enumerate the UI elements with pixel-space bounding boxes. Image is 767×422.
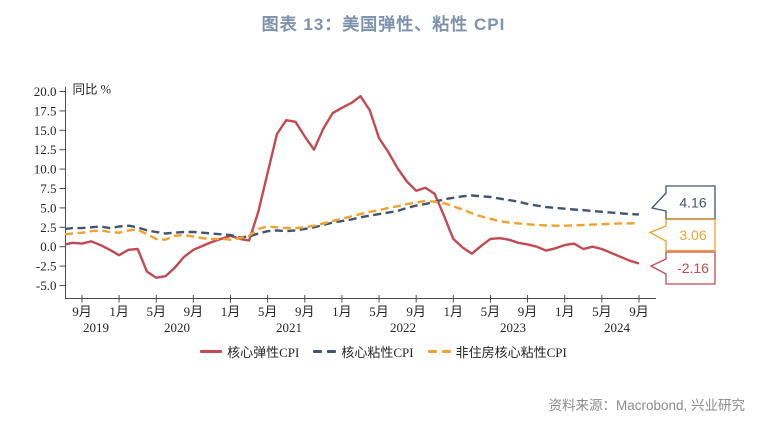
y-tick-label: 5.0	[40, 200, 56, 215]
x-tick-label: 9月	[72, 304, 92, 319]
x-tick-label: 5月	[369, 304, 389, 319]
end-value-callout	[649, 251, 716, 285]
x-tick-label: 5月	[592, 304, 612, 319]
x-tick-label: 9月	[295, 304, 315, 319]
y-tick-label: -2.5	[36, 259, 57, 274]
x-tick-label: 1月	[444, 304, 464, 319]
x-tick-label: 9月	[406, 304, 426, 319]
page-title: 图表 13：美国弹性、粘性 CPI	[261, 15, 506, 34]
x-tick-label: 5月	[481, 304, 501, 319]
x-tick-label: 9月	[518, 304, 538, 319]
x-year-label: 2021	[276, 320, 302, 335]
x-tick-label: 1月	[221, 304, 241, 319]
x-tick-label: 5月	[258, 304, 278, 319]
y-axis-unit-label: 同比 %	[73, 83, 112, 97]
series-line-非住房核心粘性CPI	[64, 199, 640, 241]
x-year-label: 2020	[164, 320, 190, 335]
dashed-line-swatch	[313, 350, 337, 353]
legend-label: 核心弹性CPI	[227, 345, 300, 360]
legend-item-核心弹性CPI: 核心弹性CPI	[200, 342, 299, 361]
cpi-line-chart: 20.0 17.5 15.0 12.5 10.0 7.5 5.0 2.5 0.0 -2.5 -5.0…	[34, 83, 716, 335]
series-line-核心弹性CPI	[64, 94, 640, 279]
end-value-label: 3.06	[679, 227, 706, 243]
series-line-核心粘性CPI	[64, 194, 640, 239]
y-tick-label: 7.5	[40, 181, 56, 196]
x-tick-label: 9月	[184, 304, 204, 319]
x-tick-label: 9月	[629, 304, 649, 319]
x-tick-label: 1月	[332, 304, 352, 319]
legend-label: 非住房核心粘性CPI	[455, 345, 567, 360]
y-tick-label: 12.5	[34, 142, 57, 157]
y-tick-label: 15.0	[34, 123, 57, 138]
chart-legend: 核心弹性CPI 核心粘性CPI 非住房核心粘性CPI	[0, 342, 767, 361]
y-tick-label: 0.0	[40, 239, 56, 254]
solid-line-swatch	[200, 350, 223, 353]
source-note: 资料来源：Macrobond, 兴业研究	[548, 398, 745, 413]
legend-item-核心粘性CPI: 核心粘性CPI	[313, 342, 414, 361]
x-year-label: 2024	[604, 320, 631, 335]
end-value-label: -2.16	[677, 260, 709, 276]
x-tick-label: 1月	[109, 304, 129, 319]
x-tick-label: 5月	[146, 304, 166, 319]
end-value-label: 4.16	[679, 195, 706, 211]
x-year-label: 2022	[390, 320, 416, 335]
legend-item-非住房核心粘性CPI: 非住房核心粘性CPI	[427, 342, 567, 361]
y-tick-label: 10.0	[34, 162, 57, 177]
dashed-line-swatch	[427, 350, 451, 353]
x-year-label: 2019	[83, 320, 109, 335]
y-tick-label: -5.0	[36, 278, 57, 293]
y-tick-label: 20.0	[34, 84, 57, 99]
y-tick-label: 17.5	[34, 103, 57, 118]
y-tick-label: 2.5	[40, 220, 56, 235]
x-tick-label: 1月	[555, 304, 575, 319]
end-value-callout	[648, 218, 716, 252]
legend-label: 核心粘性CPI	[341, 345, 414, 360]
x-year-label: 2023	[500, 320, 526, 335]
